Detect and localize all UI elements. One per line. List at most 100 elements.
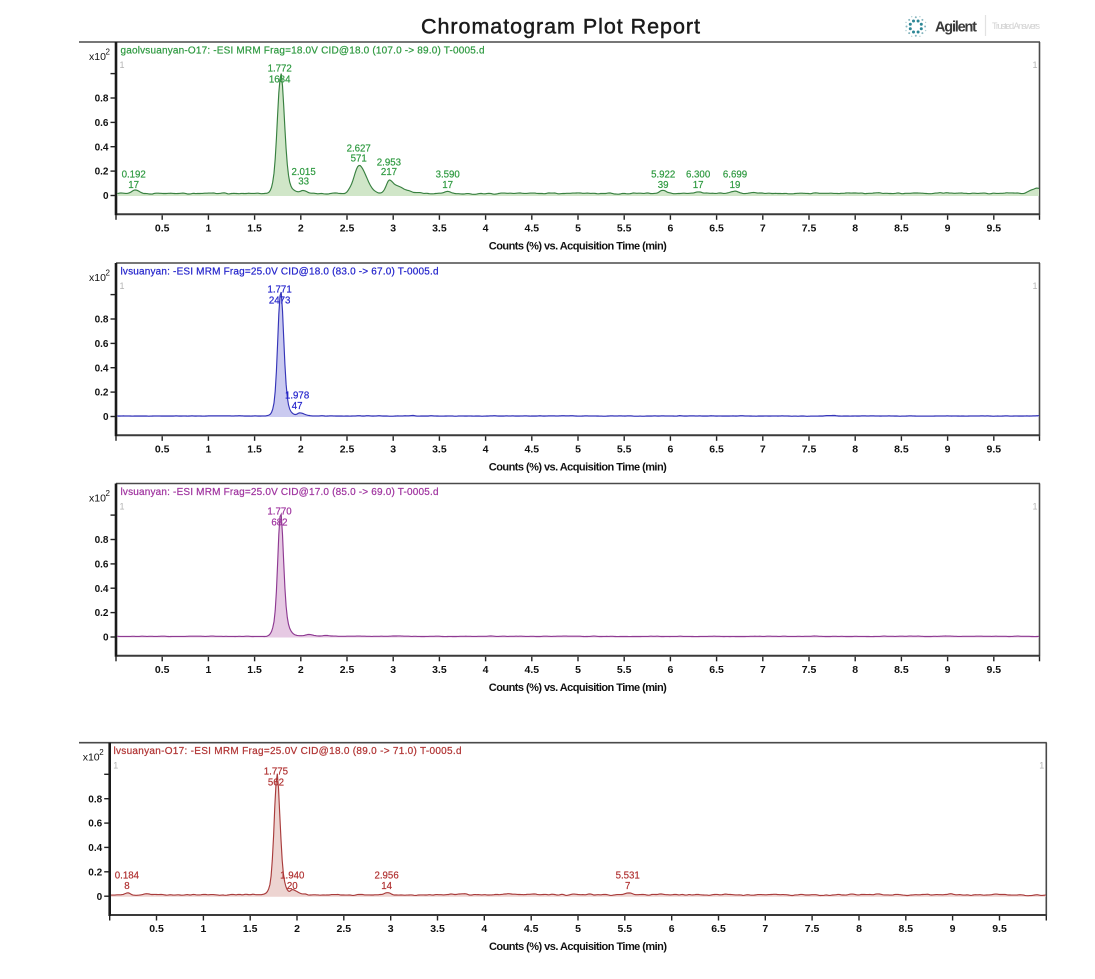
svg-text:6.5: 6.5 xyxy=(709,443,724,455)
svg-text:5.5: 5.5 xyxy=(617,923,632,935)
svg-text:17: 17 xyxy=(693,180,704,191)
svg-text:7.5: 7.5 xyxy=(802,222,817,234)
svg-text:2: 2 xyxy=(298,222,304,234)
svg-text:1.5: 1.5 xyxy=(243,923,258,935)
svg-text:0.4: 0.4 xyxy=(95,363,109,374)
svg-text:0: 0 xyxy=(97,892,103,903)
svg-text:Counts (%) vs. Acquisition Tim: Counts (%) vs. Acquisition Time (min) xyxy=(489,462,667,474)
svg-text:1: 1 xyxy=(120,60,125,70)
svg-text:6.5: 6.5 xyxy=(709,222,724,234)
svg-text:20: 20 xyxy=(287,881,298,892)
svg-text:0.6: 0.6 xyxy=(95,118,109,129)
svg-text:2: 2 xyxy=(106,489,111,498)
svg-text:1: 1 xyxy=(205,664,211,676)
svg-text:Counts (%) vs. Acquisition Tim: Counts (%) vs. Acquisition Time (min) xyxy=(489,941,667,953)
svg-text:8.5: 8.5 xyxy=(894,443,909,455)
svg-text:17: 17 xyxy=(128,180,139,191)
svg-text:5.922: 5.922 xyxy=(651,169,675,180)
svg-text:2: 2 xyxy=(106,48,111,57)
svg-text:4: 4 xyxy=(483,222,489,234)
svg-text:6: 6 xyxy=(667,443,673,455)
svg-text:19: 19 xyxy=(730,180,741,191)
svg-text:x10: x10 xyxy=(83,752,100,764)
svg-text:0.8: 0.8 xyxy=(95,94,109,105)
svg-text:1.5: 1.5 xyxy=(247,222,262,234)
svg-text:4.5: 4.5 xyxy=(524,443,539,455)
svg-text:5: 5 xyxy=(575,664,581,676)
svg-text:2473: 2473 xyxy=(269,296,291,307)
svg-text:9: 9 xyxy=(950,923,956,935)
svg-text:2.015: 2.015 xyxy=(291,167,315,178)
svg-text:9.5: 9.5 xyxy=(992,923,1007,935)
svg-text:1.772: 1.772 xyxy=(268,63,292,74)
svg-text:4.5: 4.5 xyxy=(524,222,539,234)
svg-text:9: 9 xyxy=(945,443,951,455)
svg-text:Agilent: Agilent xyxy=(935,20,977,36)
svg-text:14: 14 xyxy=(381,881,392,892)
svg-text:6.5: 6.5 xyxy=(711,923,726,935)
svg-text:4: 4 xyxy=(483,664,489,676)
svg-text:0.8: 0.8 xyxy=(88,794,102,805)
svg-text:x10: x10 xyxy=(89,272,106,284)
svg-text:lvsuanyan: -ESI MRM Frag=25.0V: lvsuanyan: -ESI MRM Frag=25.0V CID@18.0 … xyxy=(121,267,439,278)
svg-text:5.531: 5.531 xyxy=(616,871,640,882)
svg-text:8: 8 xyxy=(852,664,858,676)
svg-text:0.4: 0.4 xyxy=(88,843,102,854)
svg-text:Trusted Answers: Trusted Answers xyxy=(992,21,1041,31)
svg-text:9.5: 9.5 xyxy=(986,443,1001,455)
svg-text:6: 6 xyxy=(669,923,675,935)
svg-text:0.6: 0.6 xyxy=(95,339,109,350)
svg-text:17: 17 xyxy=(442,180,453,191)
svg-text:2.5: 2.5 xyxy=(340,664,355,676)
svg-text:0.4: 0.4 xyxy=(95,584,109,595)
svg-text:1: 1 xyxy=(120,502,125,512)
svg-text:39: 39 xyxy=(658,180,669,191)
svg-text:0: 0 xyxy=(103,412,109,423)
svg-text:3.5: 3.5 xyxy=(430,923,445,935)
svg-text:9: 9 xyxy=(945,664,951,676)
svg-text:8.5: 8.5 xyxy=(894,222,909,234)
svg-text:1: 1 xyxy=(1033,281,1038,291)
svg-text:3: 3 xyxy=(390,664,396,676)
svg-text:0.2: 0.2 xyxy=(95,388,109,399)
svg-text:lvsuanyan-O17: -ESI MRM Frag=2: lvsuanyan-O17: -ESI MRM Frag=25.0V CID@1… xyxy=(114,746,462,757)
svg-text:8: 8 xyxy=(124,881,129,892)
svg-text:0.5: 0.5 xyxy=(149,923,164,935)
svg-text:0.6: 0.6 xyxy=(95,560,109,571)
svg-text:682: 682 xyxy=(271,517,287,528)
svg-text:3.5: 3.5 xyxy=(432,443,447,455)
svg-text:3.5: 3.5 xyxy=(432,222,447,234)
svg-text:9.5: 9.5 xyxy=(986,222,1001,234)
svg-text:7.5: 7.5 xyxy=(805,923,820,935)
svg-text:7.5: 7.5 xyxy=(802,664,817,676)
svg-text:5: 5 xyxy=(575,923,581,935)
svg-text:3: 3 xyxy=(390,222,396,234)
svg-text:8: 8 xyxy=(852,443,858,455)
svg-text:571: 571 xyxy=(351,153,367,164)
svg-text:1: 1 xyxy=(200,923,206,935)
svg-text:lvsuanyan: -ESI MRM Frag=25.0V: lvsuanyan: -ESI MRM Frag=25.0V CID@17.0 … xyxy=(121,487,439,498)
svg-text:0.2: 0.2 xyxy=(95,608,109,619)
svg-text:0.8: 0.8 xyxy=(95,315,109,326)
svg-text:7.5: 7.5 xyxy=(802,443,817,455)
svg-text:2.956: 2.956 xyxy=(374,871,398,882)
svg-text:0.5: 0.5 xyxy=(155,664,170,676)
svg-text:2: 2 xyxy=(298,443,304,455)
svg-text:3: 3 xyxy=(390,443,396,455)
svg-text:2.5: 2.5 xyxy=(340,443,355,455)
svg-text:1.771: 1.771 xyxy=(267,284,291,295)
svg-text:1.770: 1.770 xyxy=(267,506,292,517)
svg-text:4: 4 xyxy=(483,443,489,455)
svg-text:5.5: 5.5 xyxy=(617,443,632,455)
svg-text:x10: x10 xyxy=(89,51,106,63)
svg-text:1: 1 xyxy=(1039,761,1044,771)
svg-text:5: 5 xyxy=(575,443,581,455)
svg-text:5.5: 5.5 xyxy=(617,222,632,234)
svg-text:2.5: 2.5 xyxy=(336,923,351,935)
svg-text:5.5: 5.5 xyxy=(617,664,632,676)
svg-text:6: 6 xyxy=(667,664,673,676)
svg-text:0.2: 0.2 xyxy=(95,167,109,178)
svg-text:0.5: 0.5 xyxy=(155,443,170,455)
svg-text:7: 7 xyxy=(760,443,766,455)
svg-text:1.940: 1.940 xyxy=(280,871,305,882)
